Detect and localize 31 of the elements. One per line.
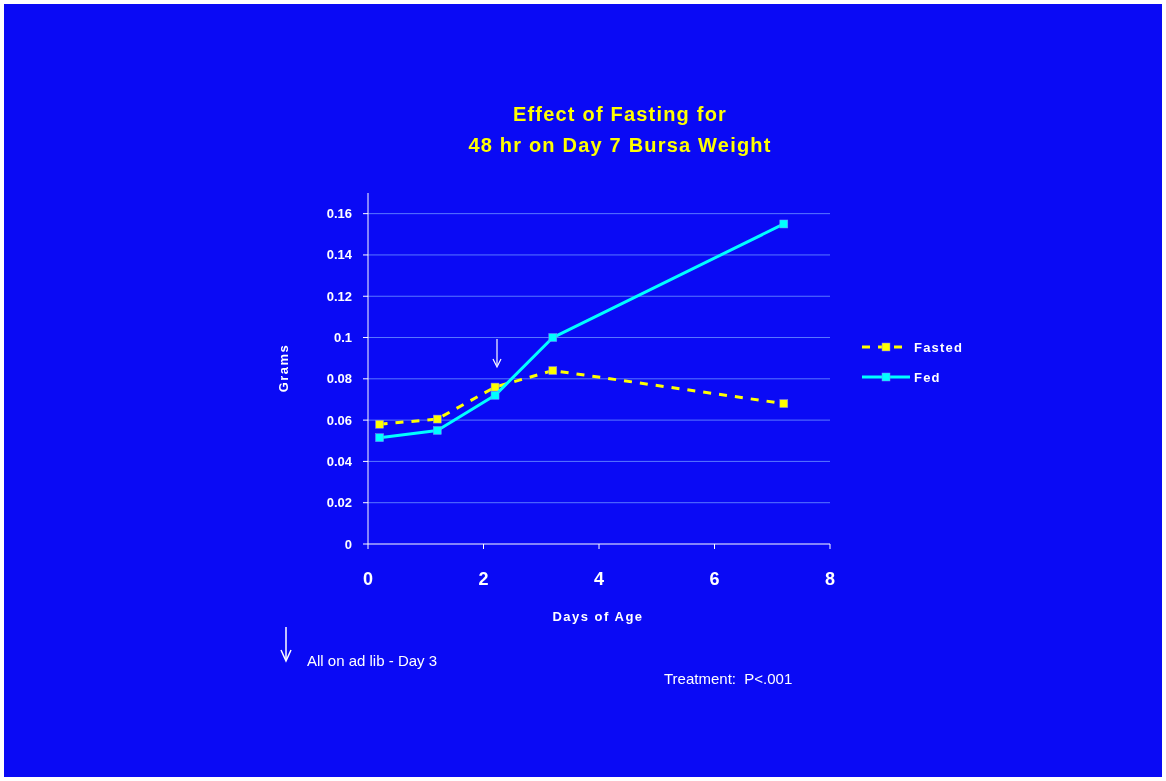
chart-title: Effect of Fasting for 48 hr on Day 7 Bursa Weight — [468, 103, 772, 156]
x-tick-label: 6 — [709, 569, 720, 589]
text: Treatment: P<.001 — [664, 670, 793, 687]
point — [433, 414, 442, 424]
x-tick-label: 0 — [362, 569, 374, 589]
y-tick-label: 0.12 — [326, 288, 352, 304]
point — [548, 333, 558, 342]
x-tick-label: 8 — [824, 569, 836, 589]
point — [433, 426, 442, 435]
y-tick-label: 0.14 — [326, 247, 353, 263]
y-tick-label: 0.16 — [326, 206, 352, 222]
y-tick-label: 0.02 — [326, 495, 352, 511]
point — [779, 219, 789, 229]
point — [375, 433, 384, 442]
legend-label: Fed — [914, 370, 941, 385]
legend-label: Fasted — [914, 340, 964, 355]
y-axis-title: Grams — [276, 343, 291, 393]
point — [375, 420, 384, 429]
y-tick-label: 0.08 — [326, 371, 352, 387]
y-tick-label: 0.1 — [333, 330, 352, 346]
text: All on ad lib - Day 3 — [307, 652, 438, 669]
point — [490, 391, 500, 400]
point — [490, 382, 500, 392]
point — [779, 399, 789, 408]
x-tick-label: 2 — [478, 569, 489, 589]
y-tick-label: 0.04 — [326, 453, 353, 469]
x-axis-title: Days of Age — [552, 609, 644, 624]
y-tick-label: 0 — [344, 536, 352, 552]
x-tick-label: 4 — [593, 569, 605, 589]
point — [548, 366, 558, 375]
y-tick-label: 0.06 — [326, 412, 352, 428]
